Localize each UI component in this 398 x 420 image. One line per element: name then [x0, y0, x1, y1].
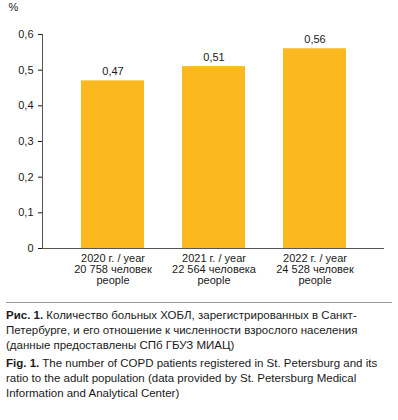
svg-text:0,3: 0,3	[18, 135, 33, 147]
svg-text:0,2: 0,2	[18, 171, 33, 183]
svg-text:0,47: 0,47	[102, 65, 123, 77]
svg-text:%: %	[9, 1, 19, 13]
html-text:Fig. 1. The number of COPD pat: Fig. 1. The number of COPD patients regi…	[6, 356, 378, 399]
svg-text:2021 г. / year22 564 человекаp: 2021 г. / year22 564 человекаpeople	[172, 252, 257, 286]
svg-text:0,51: 0,51	[203, 51, 224, 63]
svg-text:2020 г. / year20 758 человекpe: 2020 г. / year20 758 человекpeople	[74, 252, 152, 286]
svg-text:0,6: 0,6	[18, 28, 33, 40]
svg-text:0,56: 0,56	[304, 33, 325, 45]
svg-text:0,4: 0,4	[18, 99, 33, 111]
svg-text:0,1: 0,1	[18, 206, 33, 218]
html-text:Рис. 1. Количество больных ХОБ: Рис. 1. Количество больных ХОБЛ, зарегис…	[6, 309, 358, 351]
svg-text:2022 г. / year24 528 человекpe: 2022 г. / year24 528 человекpeople	[276, 252, 354, 286]
svg-text:0: 0	[27, 242, 33, 254]
svg-text:0,5: 0,5	[18, 64, 33, 76]
